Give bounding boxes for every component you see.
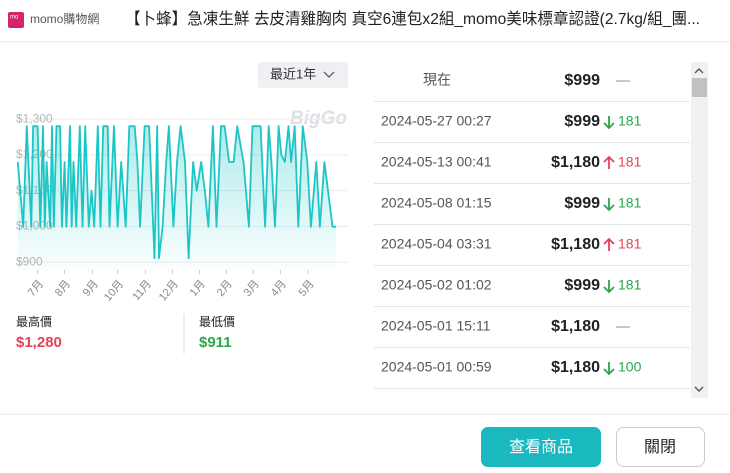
history-change: 181: [618, 277, 642, 293]
low-price: $911: [199, 334, 232, 351]
brand: momo購物網: [30, 12, 99, 26]
y-tick-label: $1,300: [16, 111, 53, 125]
trend-arrow: [603, 280, 615, 294]
trend-arrow: [603, 237, 615, 251]
history-change: —: [616, 318, 630, 334]
momo-logo: [8, 12, 24, 28]
price-line: [16, 125, 337, 260]
history-change: 100: [618, 359, 642, 375]
close-label[interactable]: 關閉: [644, 439, 676, 456]
history-date: 2024-05-27 00:27: [381, 113, 492, 129]
history-price: $999: [564, 195, 600, 212]
scrollbar[interactable]: [691, 62, 708, 398]
history-change: 181: [618, 154, 642, 170]
trend-arrow: [603, 155, 615, 169]
history-date: 2024-05-01 15:11: [381, 318, 491, 334]
trend-arrow: [603, 198, 615, 212]
trend-arrow: [603, 362, 615, 376]
trend-arrow: [603, 116, 615, 130]
history-date: 2024-05-08 01:15: [381, 195, 492, 211]
high-label: 最高價: [16, 314, 52, 329]
history-change: —: [616, 72, 630, 88]
scroll-down[interactable]: [694, 386, 704, 392]
history-price: $1,180: [551, 236, 600, 253]
history-date: 現在: [423, 72, 451, 88]
logo-mark: mo: [10, 15, 19, 21]
view-product-label[interactable]: 查看商品: [509, 438, 573, 456]
scroll-thumb[interactable]: [692, 78, 707, 97]
history-date: 2024-05-04 03:31: [381, 236, 492, 252]
history-change: 181: [618, 195, 642, 211]
watermark: BigGo: [290, 108, 347, 129]
product-title: 【卜蜂】急凍生鮮 去皮清雞胸肉 真空6連包x2組_momo美味標章認證(2.7k…: [125, 10, 700, 28]
high-price: $1,280: [16, 334, 62, 351]
history-price: $999: [564, 277, 600, 294]
history-price: $999: [564, 113, 600, 130]
history-price: $1,180: [551, 154, 600, 171]
history-price: $1,180: [551, 359, 600, 376]
history-date: 2024-05-01 00:59: [381, 359, 492, 375]
range-dropdown[interactable]: [258, 62, 348, 88]
history-change: 181: [618, 113, 642, 129]
history-date: 2024-05-13 00:41: [381, 154, 492, 170]
history-price: $999: [564, 72, 600, 89]
range-label[interactable]: 最近1年: [270, 66, 316, 81]
view-product-button[interactable]: [481, 427, 601, 467]
dropdown-chevron: [323, 71, 335, 78]
history-date: 2024-05-02 01:02: [381, 277, 492, 293]
scroll-up[interactable]: [694, 68, 704, 74]
history-change: 181: [618, 236, 642, 252]
history-price: $1,180: [551, 318, 600, 335]
close-button[interactable]: [616, 427, 705, 467]
low-label: 最低價: [199, 315, 235, 329]
